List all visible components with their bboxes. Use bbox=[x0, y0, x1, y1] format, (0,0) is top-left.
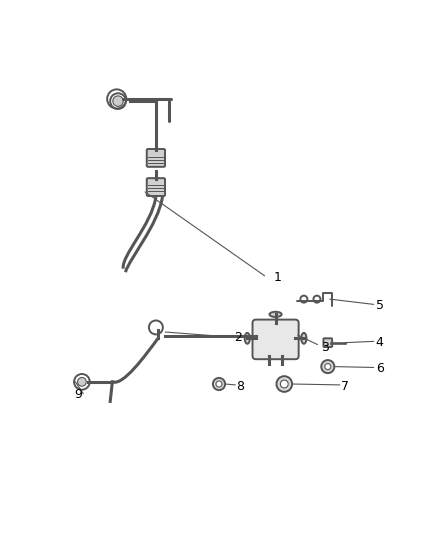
Circle shape bbox=[78, 377, 86, 386]
Text: 6: 6 bbox=[376, 362, 384, 375]
Text: 2: 2 bbox=[234, 330, 242, 343]
Text: 8: 8 bbox=[237, 379, 244, 393]
Circle shape bbox=[216, 381, 222, 387]
Circle shape bbox=[314, 296, 321, 303]
Ellipse shape bbox=[301, 333, 307, 344]
Text: 3: 3 bbox=[321, 341, 329, 353]
Circle shape bbox=[113, 96, 123, 107]
FancyBboxPatch shape bbox=[323, 338, 332, 347]
FancyBboxPatch shape bbox=[147, 178, 165, 196]
Text: 5: 5 bbox=[376, 299, 384, 312]
Circle shape bbox=[280, 380, 288, 388]
Text: 9: 9 bbox=[74, 389, 82, 401]
Text: 4: 4 bbox=[376, 336, 384, 349]
Circle shape bbox=[321, 360, 334, 373]
Circle shape bbox=[300, 296, 307, 303]
FancyBboxPatch shape bbox=[147, 149, 165, 167]
Ellipse shape bbox=[269, 312, 282, 317]
FancyBboxPatch shape bbox=[253, 320, 299, 359]
Circle shape bbox=[276, 376, 292, 392]
Ellipse shape bbox=[245, 333, 250, 344]
Text: 7: 7 bbox=[341, 379, 349, 393]
Circle shape bbox=[325, 364, 331, 370]
Circle shape bbox=[213, 378, 225, 390]
Text: 1: 1 bbox=[273, 271, 281, 284]
